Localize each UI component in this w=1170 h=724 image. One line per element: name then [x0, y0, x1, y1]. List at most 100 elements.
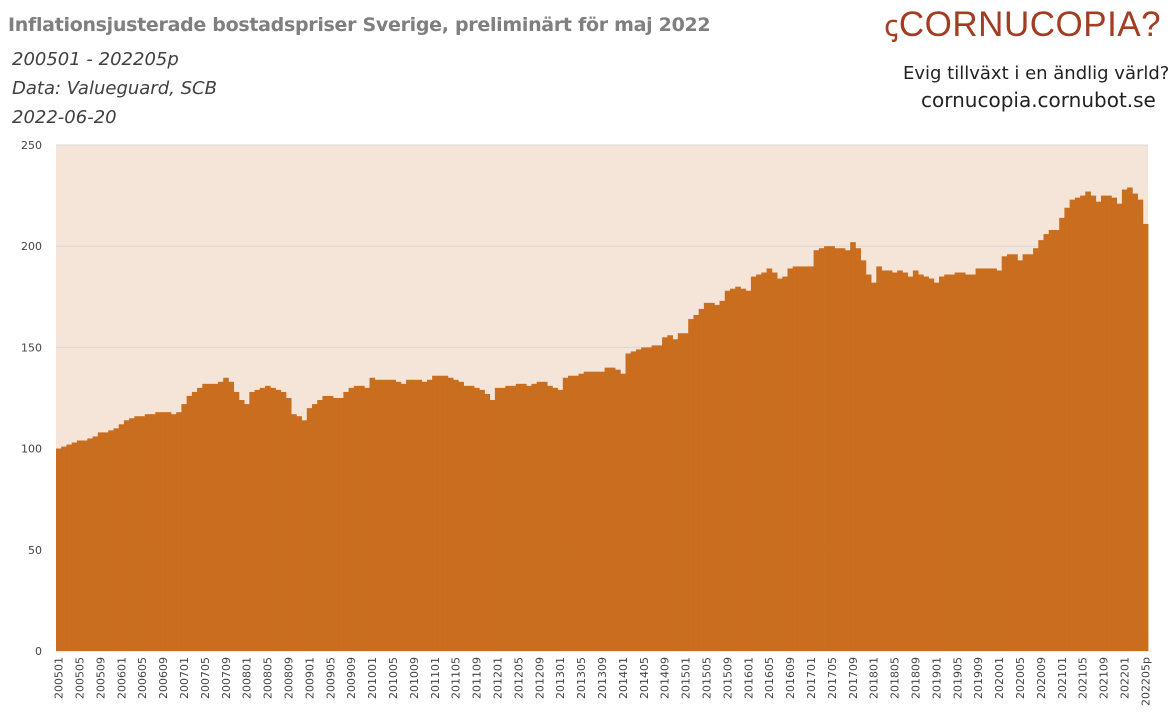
- bar: [813, 250, 820, 652]
- bar: [1106, 195, 1112, 651]
- x-tick-label: 201605: [763, 657, 776, 699]
- x-tick-label: 201205: [512, 657, 525, 699]
- x-tick-label: 200909: [345, 657, 358, 699]
- bar: [317, 400, 323, 651]
- bar: [155, 412, 161, 651]
- bar: [541, 381, 548, 651]
- x-tick-label: 201505: [700, 657, 713, 699]
- bar: [641, 347, 647, 651]
- bar: [860, 260, 867, 651]
- bar: [594, 371, 600, 651]
- bar: [792, 266, 799, 651]
- bar: [949, 274, 956, 651]
- bar: [547, 385, 553, 651]
- bar: [557, 389, 564, 651]
- bar: [609, 367, 616, 651]
- bar: [761, 272, 767, 651]
- bar: [76, 440, 83, 651]
- x-tick-label: 201009: [408, 657, 421, 699]
- x-tick-label: 200609: [157, 657, 170, 699]
- bar: [797, 266, 804, 651]
- bar: [176, 412, 182, 651]
- bar: [975, 268, 982, 651]
- bar: [186, 395, 193, 651]
- bar: [515, 383, 522, 651]
- bar: [615, 369, 621, 651]
- bar: [583, 371, 590, 651]
- x-tick-label: 200905: [324, 657, 337, 699]
- x-tick-label: 201005: [387, 657, 400, 699]
- bar: [536, 381, 543, 651]
- bar: [745, 290, 752, 651]
- bar: [379, 379, 386, 651]
- logo: ꞔCORNUCOPIA?: [884, 4, 1161, 45]
- bar: [850, 242, 856, 652]
- bar: [970, 274, 976, 651]
- bar: [369, 377, 376, 651]
- bar: [510, 385, 517, 651]
- bar: [1100, 195, 1107, 651]
- bar: [709, 302, 715, 651]
- bar: [918, 274, 924, 651]
- bar: [750, 276, 757, 651]
- site-url: cornucopia.cornubot.se: [921, 88, 1156, 112]
- bar: [103, 432, 109, 651]
- bar: [139, 416, 146, 651]
- bar: [662, 337, 668, 651]
- x-tick-label: 201109: [471, 657, 484, 699]
- bar: [296, 416, 302, 651]
- bar: [756, 274, 762, 651]
- bar: [144, 414, 151, 651]
- bar: [818, 248, 825, 651]
- bar: [280, 391, 287, 651]
- bar: [991, 268, 997, 651]
- bar: [1127, 187, 1133, 651]
- logo-text: CORNUCOPIA?: [898, 5, 1162, 44]
- bar: [249, 391, 255, 651]
- x-tick-label: 202205p: [1139, 657, 1152, 706]
- bar: [834, 248, 841, 651]
- bar: [61, 446, 67, 651]
- bar: [1137, 199, 1144, 651]
- x-tick-label: 201201: [492, 657, 505, 699]
- x-tick-label: 201401: [617, 657, 630, 699]
- x-tick-label: 201101: [429, 657, 442, 699]
- x-tick-label: 200705: [199, 657, 212, 699]
- bar: [912, 270, 919, 651]
- bar: [703, 302, 710, 651]
- bar: [933, 282, 940, 651]
- x-tick-label: 202009: [1035, 657, 1048, 699]
- bar: [113, 428, 120, 651]
- bar: [928, 278, 935, 651]
- bar: [56, 448, 62, 651]
- bar: [803, 266, 809, 651]
- x-tick-label: 200501: [53, 657, 66, 699]
- x-tick-label: 201105: [450, 657, 463, 699]
- bar: [944, 274, 950, 651]
- bar: [197, 387, 203, 651]
- bar: [97, 432, 104, 651]
- bar: [400, 383, 407, 651]
- bar: [667, 335, 673, 651]
- bar: [980, 268, 987, 651]
- bar: [604, 367, 611, 651]
- bar: [92, 436, 99, 651]
- bar: [500, 387, 506, 651]
- bar: [494, 387, 501, 651]
- x-tick-label: 200601: [115, 657, 128, 699]
- bar: [160, 412, 167, 651]
- bar: [238, 400, 245, 651]
- bar: [1012, 254, 1018, 651]
- bar: [891, 272, 898, 651]
- bar: [108, 430, 114, 651]
- bar: [526, 385, 532, 651]
- bar: [871, 282, 877, 651]
- bar: [1069, 199, 1076, 651]
- bar: [453, 379, 459, 651]
- bar: [332, 398, 339, 651]
- bar: [693, 315, 700, 651]
- bar: [118, 424, 125, 651]
- bar: [959, 272, 966, 651]
- bar: [1022, 254, 1029, 651]
